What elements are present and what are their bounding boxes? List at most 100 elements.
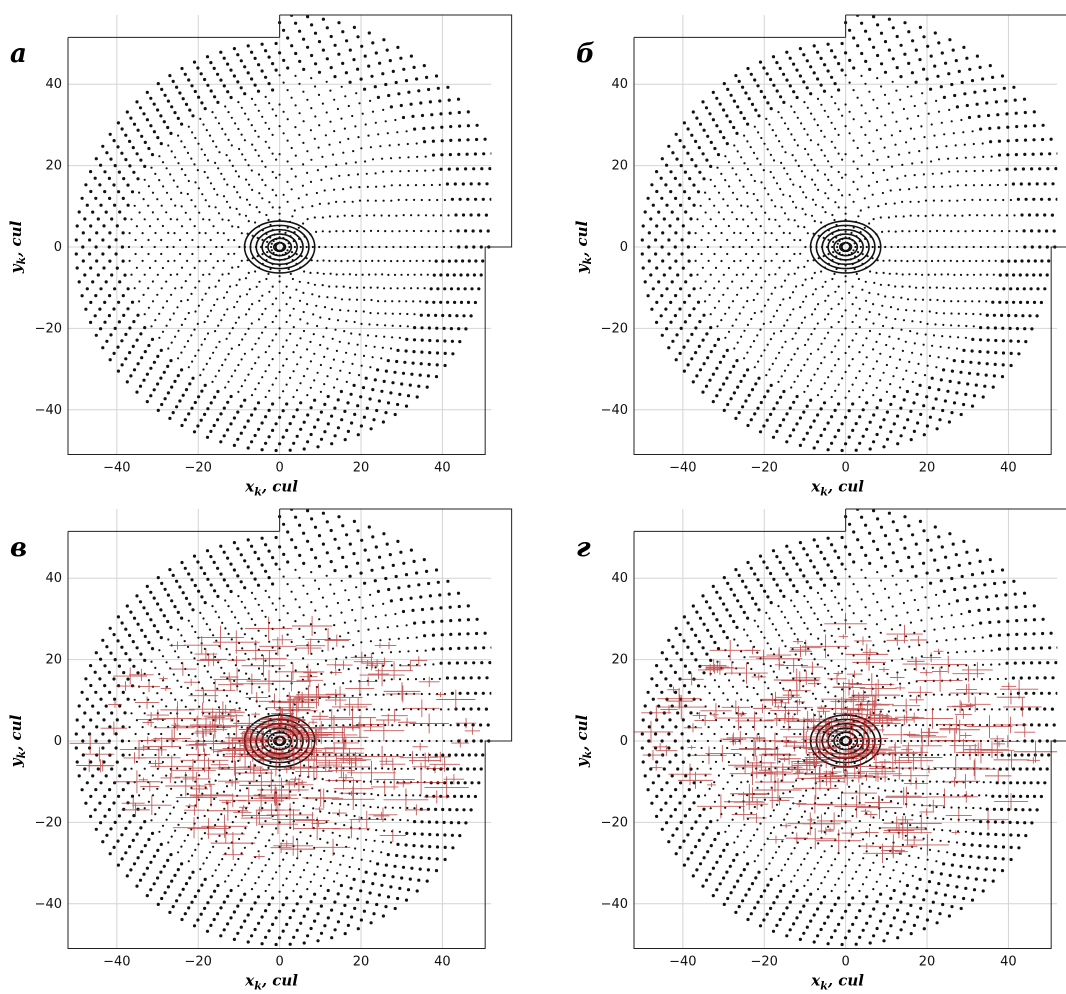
- data-point: [695, 374, 699, 378]
- data-point: [412, 832, 417, 836]
- data-point: [217, 369, 221, 372]
- data-point: [942, 368, 946, 372]
- data-point: [858, 351, 861, 354]
- data-point: [889, 355, 892, 358]
- data-point: [169, 359, 173, 363]
- data-point: [286, 654, 289, 657]
- data-point: [704, 211, 707, 214]
- data-point: [671, 339, 675, 343]
- data-point: [138, 280, 141, 283]
- data-point: [950, 369, 955, 373]
- data-point: [479, 739, 483, 743]
- data-point: [833, 82, 837, 86]
- data-point: [746, 66, 750, 71]
- data-point: [174, 204, 177, 207]
- data-point: [376, 862, 380, 866]
- data-point: [872, 218, 875, 221]
- data-point: [271, 152, 274, 155]
- data-point: [175, 405, 179, 409]
- data-point: [466, 632, 470, 636]
- data-point: [180, 845, 183, 848]
- data-point: [148, 760, 152, 764]
- data-point: [1024, 197, 1028, 201]
- data-point: [432, 708, 435, 711]
- data-point: [779, 95, 783, 99]
- data-point: [800, 321, 804, 324]
- data-point: [206, 176, 209, 179]
- data-point: [848, 28, 852, 32]
- data-point: [245, 293, 249, 296]
- data-point: [427, 820, 431, 824]
- data-point: [434, 807, 438, 812]
- data-point: [191, 252, 194, 256]
- data-point: [187, 673, 190, 677]
- data-point: [782, 260, 785, 263]
- data-point: [1009, 363, 1013, 368]
- data-point: [986, 113, 991, 118]
- data-point: [424, 169, 427, 172]
- data-point: [759, 328, 762, 331]
- data-point: [349, 229, 352, 232]
- data-point: [208, 712, 211, 715]
- data-point: [334, 259, 337, 262]
- data-point: [490, 646, 492, 650]
- data-point: [331, 153, 335, 156]
- data-point: [158, 673, 161, 676]
- data-point: [220, 666, 223, 669]
- data-point: [139, 826, 143, 830]
- data-point: [226, 400, 230, 404]
- data-point: [686, 339, 690, 343]
- data-point: [209, 923, 213, 928]
- data-point: [892, 296, 895, 299]
- data-point: [477, 781, 481, 785]
- data-point: [918, 383, 922, 387]
- data-point: [340, 912, 344, 916]
- data-point: [309, 386, 312, 389]
- data-point: [752, 298, 755, 302]
- data-point: [81, 245, 85, 249]
- data-point: [349, 186, 352, 189]
- data-point: [278, 280, 281, 283]
- data-point: [239, 580, 243, 584]
- data-point: [389, 347, 393, 350]
- data-point: [270, 736, 273, 739]
- data-point: [344, 245, 347, 249]
- data-point: [827, 160, 830, 163]
- data-point: [1032, 138, 1036, 142]
- data-point: [375, 185, 378, 188]
- data-point: [436, 287, 440, 291]
- data-point: [298, 280, 301, 283]
- data-point: [862, 363, 865, 366]
- data-point: [313, 846, 316, 849]
- data-point: [787, 218, 790, 221]
- data-point: [774, 357, 778, 360]
- data-point: [251, 797, 254, 800]
- data-point: [420, 198, 423, 202]
- data-point: [689, 273, 693, 277]
- data-point: [868, 310, 871, 314]
- data-point: [925, 424, 930, 428]
- data-point: [253, 550, 257, 555]
- data-point: [473, 300, 477, 305]
- data-point: [387, 587, 391, 592]
- data-point: [271, 358, 274, 361]
- data-point: [108, 259, 112, 263]
- data-point: [183, 640, 186, 643]
- data-point: [93, 314, 97, 318]
- data-point: [271, 428, 275, 432]
- data-point: [746, 168, 750, 171]
- data-point: [373, 85, 377, 89]
- data-point: [707, 259, 710, 262]
- data-point: [746, 286, 749, 289]
- data-point: [278, 442, 282, 446]
- data-point: [104, 774, 108, 778]
- data-point: [410, 372, 414, 376]
- data-point: [238, 213, 241, 216]
- data-point: [774, 205, 777, 208]
- data-point: [159, 376, 163, 380]
- data-point: [747, 393, 751, 397]
- data-point: [640, 238, 644, 242]
- data-point: [415, 77, 419, 81]
- data-point: [149, 366, 153, 370]
- data-point: [923, 136, 926, 139]
